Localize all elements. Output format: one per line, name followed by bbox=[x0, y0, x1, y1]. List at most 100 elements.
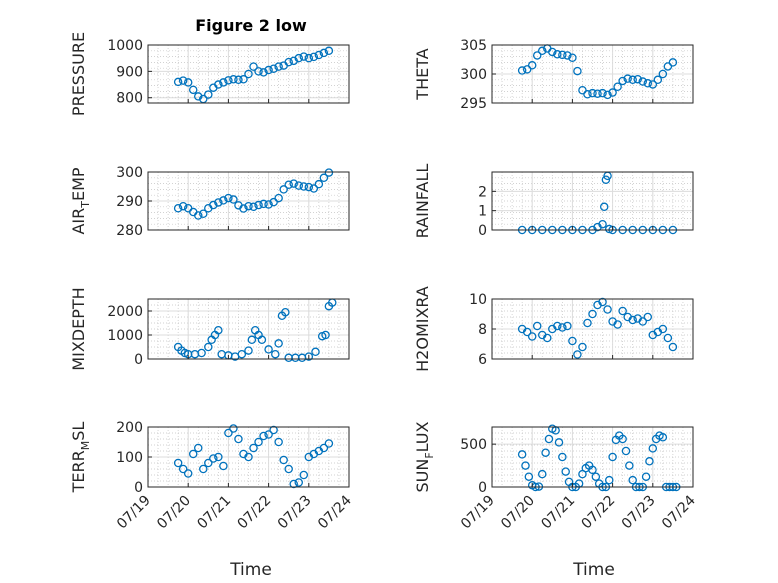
data-point bbox=[304, 182, 314, 192]
data-point bbox=[249, 443, 258, 453]
data-point bbox=[558, 452, 567, 462]
data-point bbox=[309, 52, 319, 62]
y-tick-label: 280 bbox=[116, 223, 143, 239]
axes-frame bbox=[147, 298, 350, 360]
y-axis-label: MIXDEPTH bbox=[69, 287, 88, 370]
data-point bbox=[527, 332, 537, 341]
data-point bbox=[544, 434, 554, 444]
x-tick-label: 07/21 bbox=[538, 493, 578, 533]
data-point bbox=[269, 64, 278, 73]
data-point bbox=[568, 53, 577, 63]
data-point bbox=[538, 469, 547, 479]
data-point bbox=[628, 475, 637, 485]
data-point bbox=[183, 78, 193, 87]
data-point bbox=[178, 201, 188, 211]
data-point bbox=[204, 342, 213, 352]
y-tick-label: 100 bbox=[116, 450, 143, 466]
data-point bbox=[319, 48, 329, 58]
data-point bbox=[668, 342, 678, 352]
data-point bbox=[188, 85, 198, 95]
data-point bbox=[281, 307, 290, 317]
axes-frame bbox=[147, 44, 350, 104]
data-point bbox=[548, 47, 557, 57]
data-point bbox=[259, 68, 268, 77]
x-tick-label: 07/24 bbox=[659, 492, 699, 532]
data-point bbox=[608, 88, 617, 97]
data-point bbox=[603, 90, 612, 100]
data-point bbox=[561, 467, 570, 476]
data-point bbox=[299, 52, 309, 61]
data-point bbox=[648, 80, 658, 89]
axes-frame bbox=[491, 426, 694, 488]
data-point bbox=[638, 317, 648, 326]
data-point bbox=[324, 46, 334, 56]
data-point bbox=[324, 439, 334, 448]
data-point bbox=[618, 434, 627, 444]
data-point bbox=[247, 335, 257, 345]
data-point bbox=[658, 324, 668, 334]
data-point bbox=[214, 80, 223, 89]
data-point bbox=[219, 461, 228, 471]
data-point bbox=[269, 425, 278, 435]
data-point bbox=[621, 446, 631, 456]
data-point bbox=[244, 201, 253, 211]
data-point bbox=[249, 62, 258, 71]
x-tick-label: 07/19 bbox=[114, 493, 154, 533]
data-point bbox=[264, 65, 273, 75]
data-point bbox=[197, 348, 206, 358]
data-point bbox=[517, 66, 527, 75]
data-point bbox=[588, 309, 597, 319]
data-point bbox=[593, 89, 602, 98]
y-axis-label: THETA bbox=[413, 48, 432, 100]
data-point bbox=[289, 56, 298, 66]
data-point bbox=[274, 437, 283, 447]
data-point bbox=[623, 74, 632, 83]
x-tick-label: 07/23 bbox=[275, 493, 315, 533]
data-point bbox=[603, 305, 612, 314]
data-point bbox=[294, 478, 303, 487]
data-point bbox=[299, 470, 309, 480]
data-point bbox=[319, 173, 329, 183]
data-point bbox=[319, 443, 329, 453]
data-point bbox=[294, 181, 303, 190]
x-tick-label: 07/20 bbox=[154, 493, 194, 533]
subplot-5: 0 1000 2000 MIXDEPTH bbox=[69, 287, 350, 371]
data-point bbox=[613, 82, 622, 92]
data-point bbox=[558, 323, 567, 332]
data-point bbox=[568, 336, 577, 346]
data-point bbox=[643, 312, 653, 322]
data-point bbox=[532, 51, 542, 60]
data-point bbox=[583, 90, 592, 99]
y-tick-label: 2 bbox=[478, 184, 487, 200]
data-point bbox=[573, 66, 582, 76]
data-point bbox=[543, 333, 552, 343]
data-point bbox=[274, 62, 283, 71]
data-point bbox=[204, 90, 213, 99]
y-tick-label: 295 bbox=[460, 96, 487, 112]
data-point bbox=[563, 51, 572, 60]
data-point bbox=[638, 77, 648, 86]
data-point bbox=[229, 195, 238, 204]
data-point bbox=[183, 469, 193, 478]
y-tick-label: 1000 bbox=[107, 38, 143, 54]
data-point bbox=[538, 46, 547, 56]
data-point bbox=[658, 433, 668, 442]
data-point bbox=[209, 200, 218, 210]
data-point bbox=[309, 184, 319, 193]
y-tick-label: 0 bbox=[134, 352, 143, 368]
y-axis-label: RAINFALL bbox=[413, 164, 432, 239]
data-point bbox=[239, 204, 248, 213]
data-point bbox=[578, 342, 587, 352]
data-point bbox=[234, 75, 243, 85]
data-point bbox=[314, 50, 324, 60]
data-point bbox=[553, 321, 562, 331]
data-point bbox=[214, 452, 223, 462]
data-point bbox=[299, 182, 309, 191]
data-point bbox=[304, 53, 314, 63]
data-point bbox=[643, 79, 653, 88]
data-point bbox=[578, 85, 587, 95]
data-point bbox=[532, 321, 542, 331]
y-tick-label: 0 bbox=[134, 480, 143, 496]
data-point bbox=[234, 434, 243, 444]
